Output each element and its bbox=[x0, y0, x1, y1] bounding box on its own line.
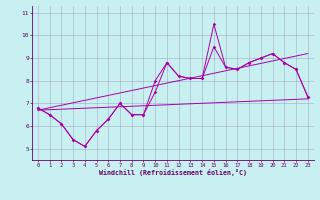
X-axis label: Windchill (Refroidissement éolien,°C): Windchill (Refroidissement éolien,°C) bbox=[99, 169, 247, 176]
